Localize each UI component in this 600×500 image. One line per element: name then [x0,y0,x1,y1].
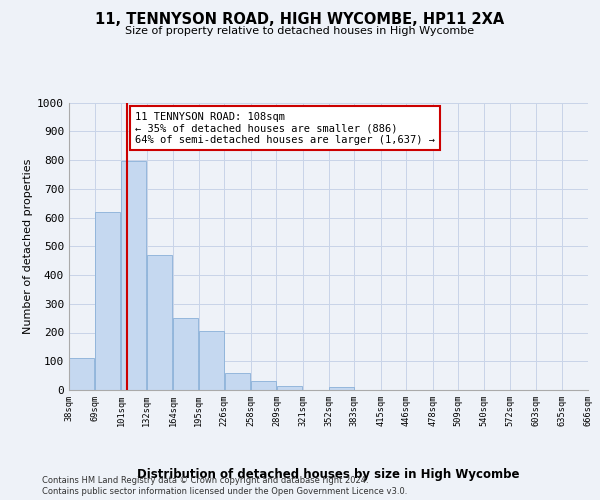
Bar [147,255,172,390]
Bar [70,358,94,390]
Bar [121,162,146,390]
Bar [329,387,354,390]
Text: 11, TENNYSON ROAD, HIGH WYCOMBE, HP11 2XA: 11, TENNYSON ROAD, HIGH WYCOMBE, HP11 2X… [95,12,505,28]
Text: Contains HM Land Registry data © Crown copyright and database right 2024.: Contains HM Land Registry data © Crown c… [42,476,368,485]
Text: 11 TENNYSON ROAD: 108sqm
← 35% of detached houses are smaller (886)
64% of semi-: 11 TENNYSON ROAD: 108sqm ← 35% of detach… [135,112,435,145]
Bar [225,373,250,390]
Bar [173,318,199,390]
Bar [251,382,276,390]
Bar [95,212,120,390]
Text: Size of property relative to detached houses in High Wycombe: Size of property relative to detached ho… [125,26,475,36]
Bar [277,386,302,390]
Bar [199,331,224,390]
Y-axis label: Number of detached properties: Number of detached properties [23,158,33,334]
X-axis label: Distribution of detached houses by size in High Wycombe: Distribution of detached houses by size … [137,468,520,481]
Text: Contains public sector information licensed under the Open Government Licence v3: Contains public sector information licen… [42,487,407,496]
